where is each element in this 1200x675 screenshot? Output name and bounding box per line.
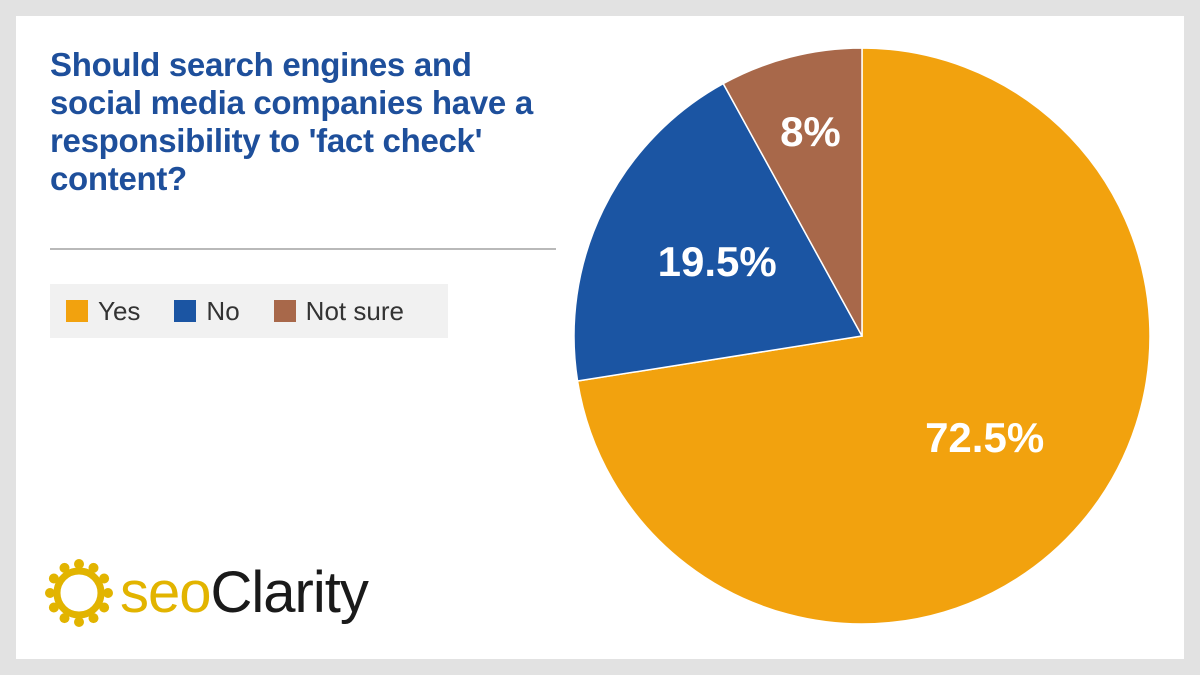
- pie-label-not-sure: 8%: [780, 108, 841, 155]
- legend-label-no: No: [206, 295, 240, 326]
- pie-chart: 72.5% 19.5% 8%: [572, 46, 1152, 631]
- legend-item-no: No: [174, 295, 240, 327]
- seoclarity-logo: seoClarity: [44, 555, 369, 630]
- legend-label-yes: Yes: [98, 295, 141, 326]
- pie-label-yes: 72.5%: [925, 414, 1044, 461]
- pie-svg: 72.5% 19.5% 8%: [573, 47, 1151, 625]
- legend-swatch-no: [174, 300, 197, 322]
- title-divider: [50, 248, 556, 250]
- logo-wordmark: seoClarity: [120, 559, 369, 625]
- pie-label-no: 19.5%: [658, 238, 777, 285]
- chart-legend: Yes No Not sure: [50, 284, 448, 338]
- legend-swatch-yes: [66, 300, 88, 322]
- legend-item-not-sure: Not sure: [273, 295, 404, 327]
- sun-logo-icon: [45, 558, 113, 627]
- pie-slice-yes: [576, 47, 1151, 625]
- logo-seo-text: seo: [120, 559, 212, 625]
- pie-slice-not-sure: [722, 47, 863, 337]
- legend-item-yes: Yes: [66, 296, 140, 327]
- logo-clarity-text: Clarity: [210, 559, 369, 625]
- legend-label-not-sure: Not sure: [305, 295, 404, 326]
- pie-slice-no: [573, 82, 864, 382]
- legend-swatch-not-sure: [273, 300, 296, 322]
- chart-title: Should search engines and social media c…: [50, 46, 533, 197]
